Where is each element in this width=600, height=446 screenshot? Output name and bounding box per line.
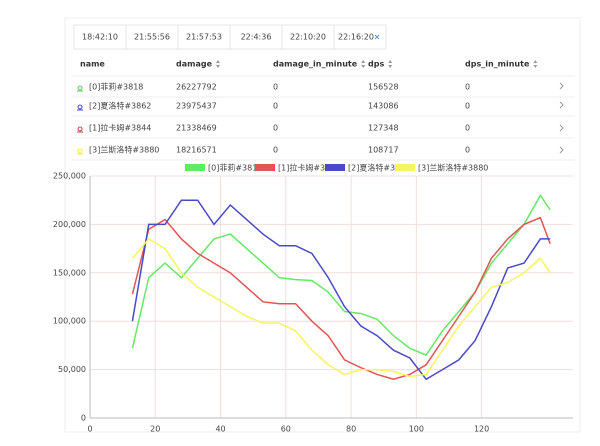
legend-label[interactable]: [1]拉卡姆#3844 [278,163,340,173]
y-tick-label: 0 [81,414,86,423]
series-line [131,216,551,381]
row-arrows [559,82,564,154]
icon [77,148,83,155]
cell: 0 [465,102,470,111]
x-tick-label: 60 [281,425,291,434]
cell: [1]拉卡姆#3844 [89,123,151,133]
tab-label[interactable]: 21:55:56 [134,33,170,42]
cell: 108717 [368,146,399,155]
y-tick-label: 100,000 [53,317,86,326]
tab-label[interactable]: 21:57:53 [186,33,222,42]
cell: 0 [273,102,278,111]
legend-label[interactable]: [3]兰斯洛特#3880 [418,163,488,173]
cell: 0 [465,124,470,133]
tab-label[interactable]: 22:4:36 [241,33,272,42]
column-header[interactable]: damage_in_minute [273,60,358,69]
column-header[interactable]: damage [176,60,213,69]
cell: 0 [465,146,470,155]
tab-label[interactable]: 18:42:10 [82,33,118,42]
legend-swatch[interactable] [325,164,345,171]
cell: 18216571 [176,146,217,155]
cell: 156528 [368,83,399,92]
cell: [0]菲莉#3818 [89,82,143,92]
cell: 127348 [368,124,399,133]
x-tick-label: 20 [150,425,160,434]
cell: 0 [273,146,278,155]
sort-icon [361,60,366,68]
cell: [3]兰斯洛特#3880 [89,145,159,155]
tab-label[interactable]: 22:10:20 [290,33,326,42]
x-tick-label: 40 [215,425,225,434]
column-header[interactable]: name [80,60,105,69]
cell: 143086 [368,102,399,111]
tab-label[interactable]: 22:16:20 [338,33,374,42]
tab[interactable] [73,24,127,50]
cell: 23975437 [176,102,217,111]
legend-swatch[interactable] [395,164,415,171]
legend-swatch[interactable] [255,164,275,171]
series-line [131,193,551,357]
cell: 0 [273,124,278,133]
y-tick-label: 250,000 [53,172,86,181]
cell: 0 [465,83,470,92]
y-tick-label: 50,000 [58,365,86,374]
cell: 0 [273,83,278,92]
icon [77,85,83,92]
sort-icon [216,60,221,68]
series-line [131,237,551,378]
y-tick-label: 150,000 [53,268,86,277]
cell: 21338469 [176,124,217,133]
icon [77,126,83,133]
legend-label[interactable]: [2]夏洛特#3862 [348,163,410,173]
legend-swatch[interactable] [185,164,205,171]
column-header[interactable]: dps [368,60,384,69]
column-header[interactable]: dps_in_minute [465,60,530,69]
x-tick-label: 100 [409,425,424,434]
icon [77,104,83,111]
x-tick-label: 80 [346,425,356,434]
cell: 26227792 [176,83,217,92]
cell: [2]夏洛特#3862 [89,101,151,111]
x-tick-label: 0 [87,425,92,434]
sort-icon [533,60,538,68]
series-line [131,199,551,381]
tab-close [374,34,380,40]
tab[interactable] [281,24,335,50]
tab[interactable] [177,24,231,50]
legend-label[interactable]: [0]菲莉#3818 [208,163,262,173]
y-tick-label: 200,000 [53,220,86,229]
x-tick-label: 120 [474,425,489,434]
sort-icon [388,60,393,68]
